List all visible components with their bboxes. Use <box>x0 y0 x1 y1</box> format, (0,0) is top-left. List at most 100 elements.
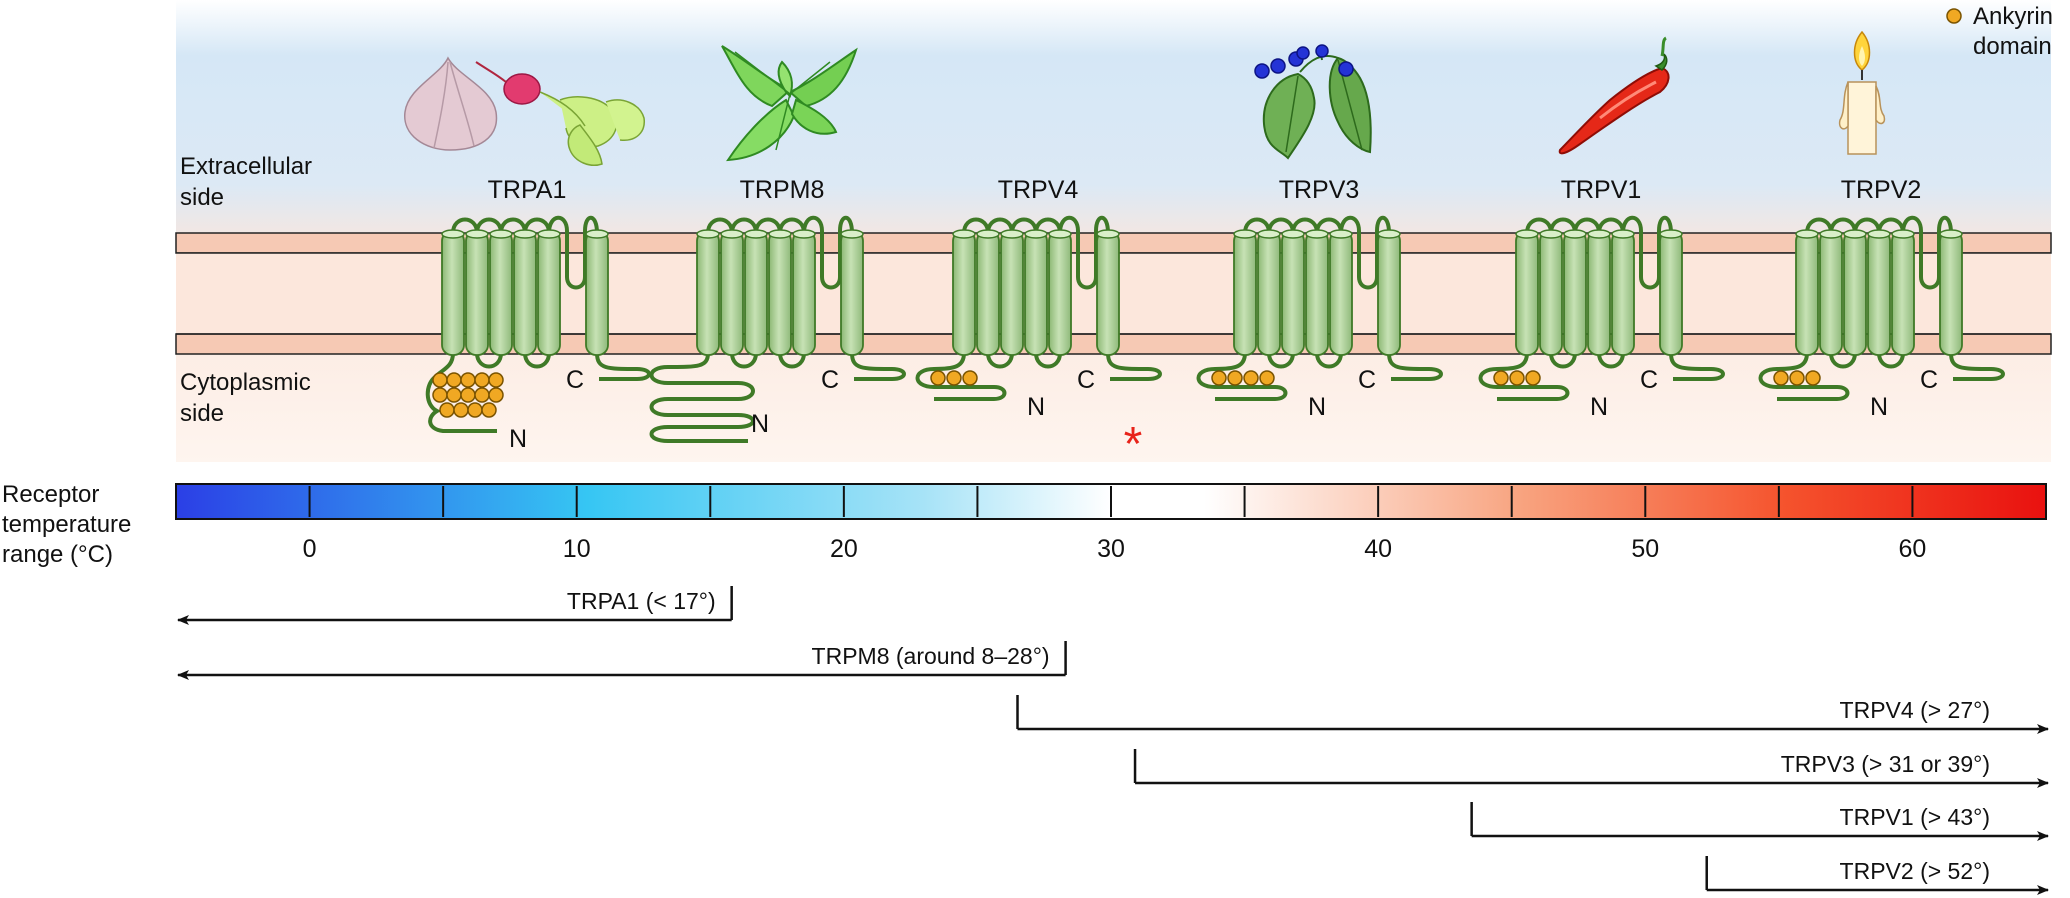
scale-tick-label: 60 <box>1899 535 1927 563</box>
range-trpv2: TRPV2 (> 52°) <box>1705 856 2049 895</box>
transmembrane-helix <box>1867 230 1891 356</box>
transmembrane-helix <box>441 230 465 356</box>
c-terminus-label: C <box>1920 366 1938 394</box>
transmembrane-helix <box>513 230 537 356</box>
helix-cap <box>952 229 976 239</box>
range-trpa1: TRPA1 (< 17°) <box>177 586 733 625</box>
scale-tick-label: 0 <box>303 535 317 563</box>
ankyrin-repeat <box>446 372 462 388</box>
c-terminus-label: C <box>1358 366 1376 394</box>
extracellular-label-line2: side <box>180 184 224 211</box>
chili-pepper-icon <box>1558 36 1670 155</box>
ankyrin-repeat <box>467 402 483 418</box>
receptor-ranges: TRPA1 (< 17°) TRPM8 (around 8–28°) TRPV4 (… <box>177 586 2049 895</box>
transmembrane-helix <box>1819 230 1843 356</box>
ankyrin-repeat <box>1509 370 1525 386</box>
transmembrane-helix <box>720 230 744 356</box>
range-label: TRPV4 (> 27°) <box>1840 697 1990 723</box>
transmembrane-helix <box>489 230 513 356</box>
ankyrin-repeat <box>1789 370 1805 386</box>
scale-tick-label: 40 <box>1364 535 1392 563</box>
axis-label-line3: range (°C) <box>2 541 113 568</box>
channel-trpv2: C N TRPV2 <box>1758 176 2005 421</box>
ankyrin-repeat <box>1259 370 1275 386</box>
n-terminus-tail <box>649 352 755 443</box>
n-terminus-tail <box>425 352 497 433</box>
extracellular-label-line1: Extracellular <box>180 153 312 180</box>
ankyrin-repeat <box>453 402 469 418</box>
channel-name-label: TRPA1 <box>488 176 567 204</box>
transmembrane-helix <box>952 230 976 356</box>
channel-name-label: TRPV1 <box>1561 176 1642 204</box>
transmembrane-helix <box>1587 230 1611 356</box>
c-terminus-tail <box>1106 352 1162 381</box>
transmembrane-helix <box>1305 230 1329 356</box>
intracellular-loops <box>1829 352 1905 369</box>
trpv4-asterisk: * <box>1124 418 1143 471</box>
channels-layer: C N TRPA1 C N TRPM8 C N TRPV4 C N TRPV3 C N TRPV1 C N TRP… <box>425 176 2005 453</box>
transmembrane-helix <box>1024 230 1048 356</box>
helix-cap <box>1024 229 1048 239</box>
extracellular-loops <box>1525 215 1673 290</box>
range-trpv3: TRPV3 (> 31 or 39°) <box>1133 749 2049 788</box>
ankyrin-repeat <box>481 402 497 418</box>
helix-cap <box>720 229 744 239</box>
ankyrin-repeat <box>488 387 504 403</box>
axis-label-line2: temperature <box>2 511 131 538</box>
c-terminus-label: C <box>1077 366 1095 394</box>
extracellular-loops <box>1805 215 1953 290</box>
channel-trpv3: C N TRPV3 <box>1196 176 1443 421</box>
transmembrane-helix <box>1939 230 1963 356</box>
channel-name-label: TRPV4 <box>998 176 1079 204</box>
ankyrin-repeat <box>474 372 490 388</box>
axis-label-line1: Receptor <box>2 481 99 508</box>
transmembrane-helix <box>1843 230 1867 356</box>
channel-trpv1: C N TRPV1 <box>1478 176 1725 421</box>
ankyrin-repeat <box>432 372 448 388</box>
cytoplasmic-label-line2: side <box>180 400 224 427</box>
transmembrane-helix <box>696 230 720 356</box>
c-terminus-label: C <box>1640 366 1658 394</box>
intracellular-loops <box>730 352 806 369</box>
n-terminus-tail <box>1758 352 1850 401</box>
range-label: TRPM8 (around 8–28°) <box>812 643 1050 669</box>
helix-cap <box>1281 229 1305 239</box>
scale-tick-label: 20 <box>830 535 858 563</box>
range-label: TRPV2 (> 52°) <box>1840 858 1990 884</box>
channel-name-label: TRPV3 <box>1279 176 1360 204</box>
helix-cap <box>840 229 864 239</box>
transmembrane-helix <box>1257 230 1281 356</box>
transmembrane-helix <box>1000 230 1024 356</box>
ankyrin-repeat <box>1227 370 1243 386</box>
ankyrin-repeat <box>474 387 490 403</box>
transmembrane-helix <box>976 230 1000 356</box>
transmembrane-helix <box>1377 230 1401 356</box>
transmembrane-helix <box>1515 230 1539 356</box>
berry-leaves-icon <box>1254 44 1372 160</box>
c-terminus-tail <box>595 352 651 381</box>
range-trpv4: TRPV4 (> 27°) <box>1016 695 2049 734</box>
extracellular-loops <box>706 215 854 290</box>
c-terminus-tail <box>1669 352 1725 381</box>
cytoplasmic-label-line1: Cytoplasmic <box>180 369 311 396</box>
channel-trpv4: C N TRPV4 <box>915 176 1162 421</box>
ankyrin-repeat <box>432 387 448 403</box>
candle-flame-icon <box>1838 30 1886 155</box>
helix-cap <box>1539 229 1563 239</box>
helix-cap <box>489 229 513 239</box>
c-terminus-tail <box>850 352 906 381</box>
helix-cap <box>792 229 816 239</box>
n-terminus-tail <box>1196 352 1288 401</box>
ankyrin-repeat <box>460 387 476 403</box>
n-terminus-tail <box>1478 352 1570 401</box>
transmembrane-helix <box>744 230 768 356</box>
helix-cap <box>744 229 768 239</box>
transmembrane-helix <box>1659 230 1683 356</box>
scale-ticks <box>308 486 1914 517</box>
helix-cap <box>1795 229 1819 239</box>
helix-cap <box>1843 229 1867 239</box>
helix-cap <box>1233 229 1257 239</box>
extracellular-loops <box>451 215 599 290</box>
legend-label-line2: domain <box>1973 33 2052 60</box>
ankyrin-repeat <box>1211 370 1227 386</box>
